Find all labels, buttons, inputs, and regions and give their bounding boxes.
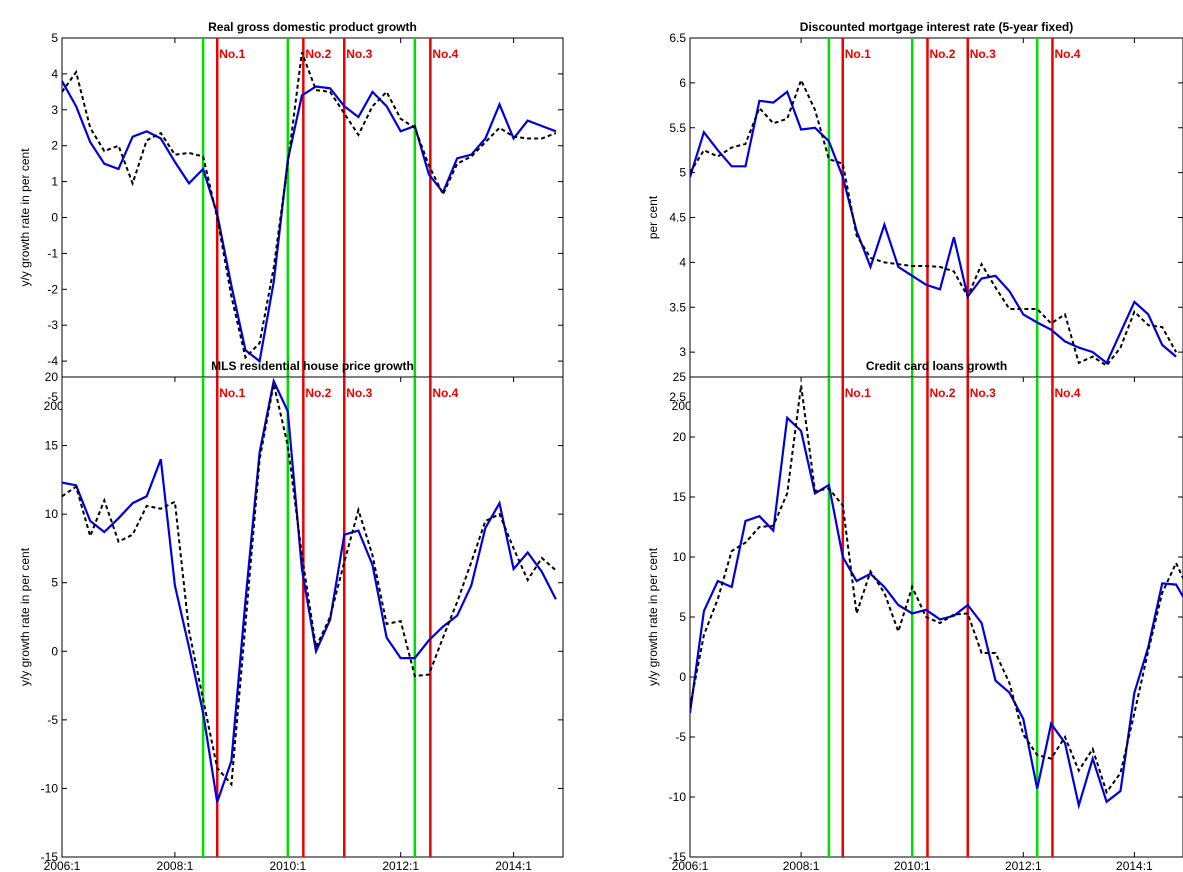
y-tick-label: 0 [51,211,58,225]
chart-title: MLS residential house price growth [211,359,414,373]
y-axis-label: per cent [646,195,660,239]
y-tick-label: 6.5 [669,31,686,45]
event-label: No.2 [305,47,331,61]
plot-frame [61,376,564,858]
x-tick-label: 2010:1 [269,859,306,872]
x-tick-label: 2012:1 [382,859,419,872]
plot-frame [61,37,564,398]
y-tick-label: -15 [41,850,59,864]
chart-panel-credit-card-growth: Credit card loans growth y/y growth rate … [646,359,1183,872]
x-tick-label: 2006:1 [672,859,709,872]
event-label: No.4 [1054,386,1080,400]
y-tick-label: 15 [673,490,687,504]
event-label: No.1 [219,47,245,61]
event-label: No.3 [346,386,372,400]
y-tick-label: -5 [675,730,686,744]
event-label: No.4 [432,386,458,400]
event-label: No.1 [219,386,245,400]
y-tick-label: 5 [51,31,58,45]
event-label: No.2 [929,47,955,61]
event-label: No.3 [346,47,372,61]
y-tick-label: 0 [51,644,58,658]
event-label: No.4 [1054,47,1080,61]
series-line-solid [62,80,557,364]
y-tick-label: 5 [51,576,58,590]
y-tick-label: 20 [45,370,59,384]
series-line-dashed [62,52,557,360]
y-tick-label: 10 [673,550,687,564]
series-line-solid [690,415,1183,810]
y-tick-label: 15 [45,439,59,453]
series-line-solid [690,90,1177,365]
x-tick-label: 2006:1 [44,859,81,872]
series-line-dashed [690,77,1177,367]
y-tick-label: 20 [673,430,687,444]
y-tick-label: -10 [669,790,687,804]
y-tick-label: 3 [679,345,686,359]
event-label: No.1 [845,386,871,400]
x-tick-label: 2012:1 [1005,859,1042,872]
plot-frame [689,37,1183,398]
y-axis-label: y/y growth rate in per cent [18,547,32,686]
y-tick-label: 4 [51,67,58,81]
y-tick-label: 5 [679,166,686,180]
chart-panel-house-price-growth: MLS residential house price growth y/y gr… [18,359,564,872]
event-label: No.2 [929,386,955,400]
y-tick-label: 2 [51,139,58,153]
y-tick-label: 3.5 [669,300,686,314]
y-tick-label: 2.5 [669,390,686,404]
y-tick-label: -4 [47,354,58,368]
event-label: No.2 [305,386,331,400]
y-tick-label: 0 [679,670,686,684]
chart-panel-mortgage-rate: Discounted mortgage interest rate (5-yea… [646,20,1183,413]
y-tick-label: -15 [669,850,687,864]
series-line-dashed [62,383,557,787]
y-tick-label: -3 [47,318,58,332]
x-tick-label: 2014:1 [1116,859,1153,872]
y-tick-label: 10 [45,507,59,521]
x-tick-label: 2008:1 [783,859,820,872]
event-label: No.3 [970,47,996,61]
y-tick-label: 5 [679,610,686,624]
y-tick-label: -1 [47,246,58,260]
y-tick-label: 3 [51,103,58,117]
y-tick-label: 4.5 [669,211,686,225]
y-axis-label: y/y growth rate in per cent [646,547,660,686]
event-label: No.1 [845,47,871,61]
y-tick-label: -10 [41,781,59,795]
series-line-solid [62,377,557,803]
x-tick-label: 2010:1 [894,859,931,872]
y-tick-label: 5.5 [669,121,686,135]
event-label: No.4 [432,47,458,61]
y-tick-label: 4 [679,255,686,269]
chart-panel-gdp-growth: Real gross domestic product growth y/y gr… [18,20,564,413]
y-tick-label: 6 [679,76,686,90]
y-tick-label: -2 [47,282,58,296]
y-tick-label: -5 [47,713,58,727]
chart-title: Discounted mortgage interest rate (5-yea… [800,20,1073,34]
y-axis-label: y/y growth rate in per cent [18,148,32,287]
y-tick-label: 1 [51,175,58,189]
y-tick-label: -5 [47,390,58,404]
event-label: No.3 [970,386,996,400]
x-tick-label: 2008:1 [157,859,194,872]
chart-title: Credit card loans growth [866,359,1007,373]
x-tick-label: 2014:1 [495,859,532,872]
y-tick-label: 25 [673,370,687,384]
chart-title: Real gross domestic product growth [208,20,417,34]
series-line-dashed [690,385,1183,795]
